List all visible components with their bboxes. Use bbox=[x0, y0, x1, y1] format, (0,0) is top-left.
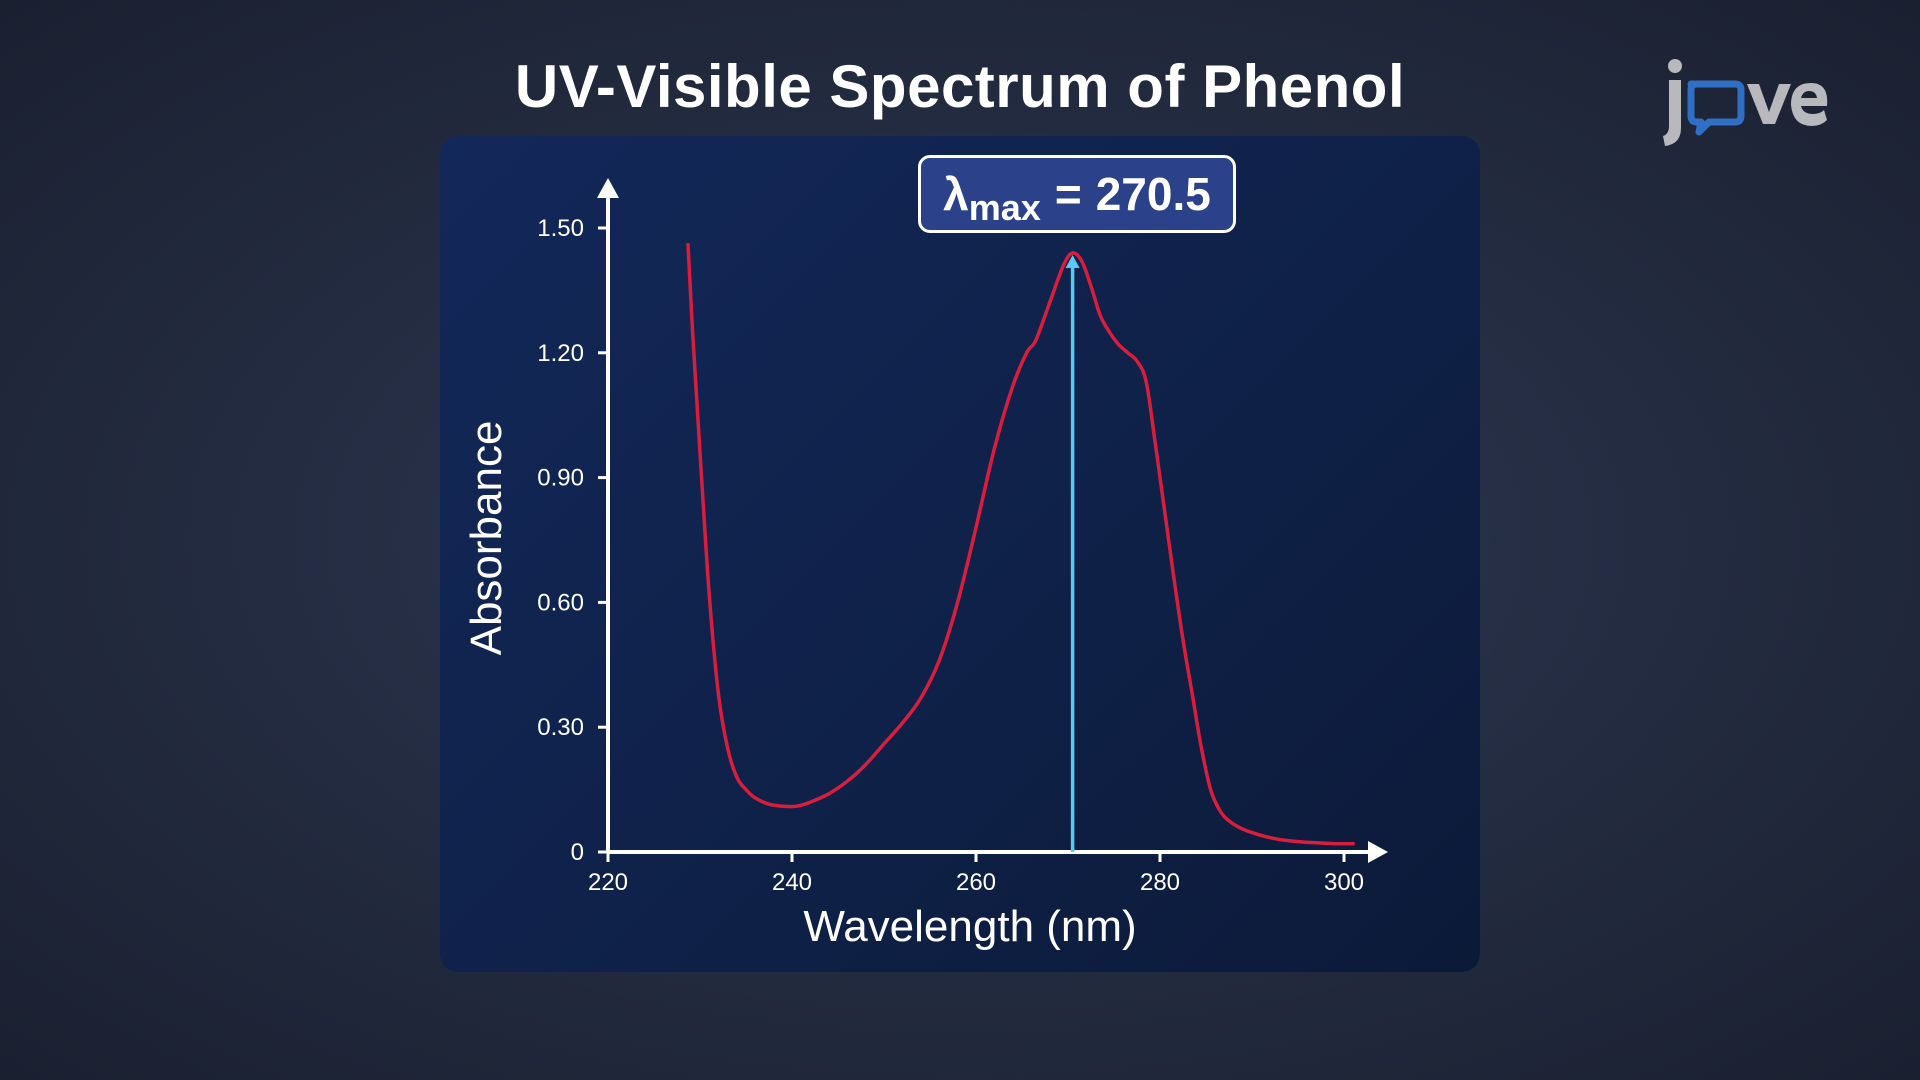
x-axis-arrowhead bbox=[1368, 841, 1388, 863]
x-tick-label: 220 bbox=[588, 869, 628, 896]
jove-logo: jove bbox=[1663, 59, 1828, 146]
spectrum-chart: 220 240 260 280 300 0 0.30 0.60 0.90 1.20 1.50 Wav… bbox=[462, 178, 1388, 951]
y-tick-label: 1.20 bbox=[537, 340, 584, 367]
y-tick-label: 0.60 bbox=[537, 589, 584, 616]
x-tick-label: 300 bbox=[1324, 869, 1364, 896]
lambda-symbol: λ bbox=[943, 168, 969, 220]
y-axis-arrowhead bbox=[597, 178, 619, 198]
lambda-value: 270.5 bbox=[1095, 168, 1211, 220]
lambda-equals: = bbox=[1054, 168, 1082, 220]
x-axis-title: Wavelength (nm) bbox=[803, 902, 1136, 951]
x-tick-label: 240 bbox=[772, 869, 812, 896]
y-tick-label: 0.30 bbox=[537, 714, 584, 741]
x-tick-label: 280 bbox=[1140, 869, 1180, 896]
lambda-subscript: max bbox=[968, 187, 1041, 228]
chart-panel: 220 240 260 280 300 0 0.30 0.60 0.90 1.20 1.50 Wav… bbox=[440, 136, 1480, 972]
y-tick-label: 0 bbox=[571, 839, 584, 866]
y-tick-label: 0.90 bbox=[537, 465, 584, 492]
x-tick-label: 260 bbox=[956, 869, 996, 896]
lambda-max-badge: λ max = 270.5 bbox=[918, 155, 1236, 233]
lambda-max-arrowhead bbox=[1065, 254, 1080, 268]
y-tick-label: 1.50 bbox=[537, 215, 584, 242]
absorbance-curve bbox=[686, 242, 1355, 846]
page-title: UV-Visible Spectrum of Phenol bbox=[514, 53, 1406, 120]
y-axis-title: Absorbance bbox=[462, 421, 511, 656]
